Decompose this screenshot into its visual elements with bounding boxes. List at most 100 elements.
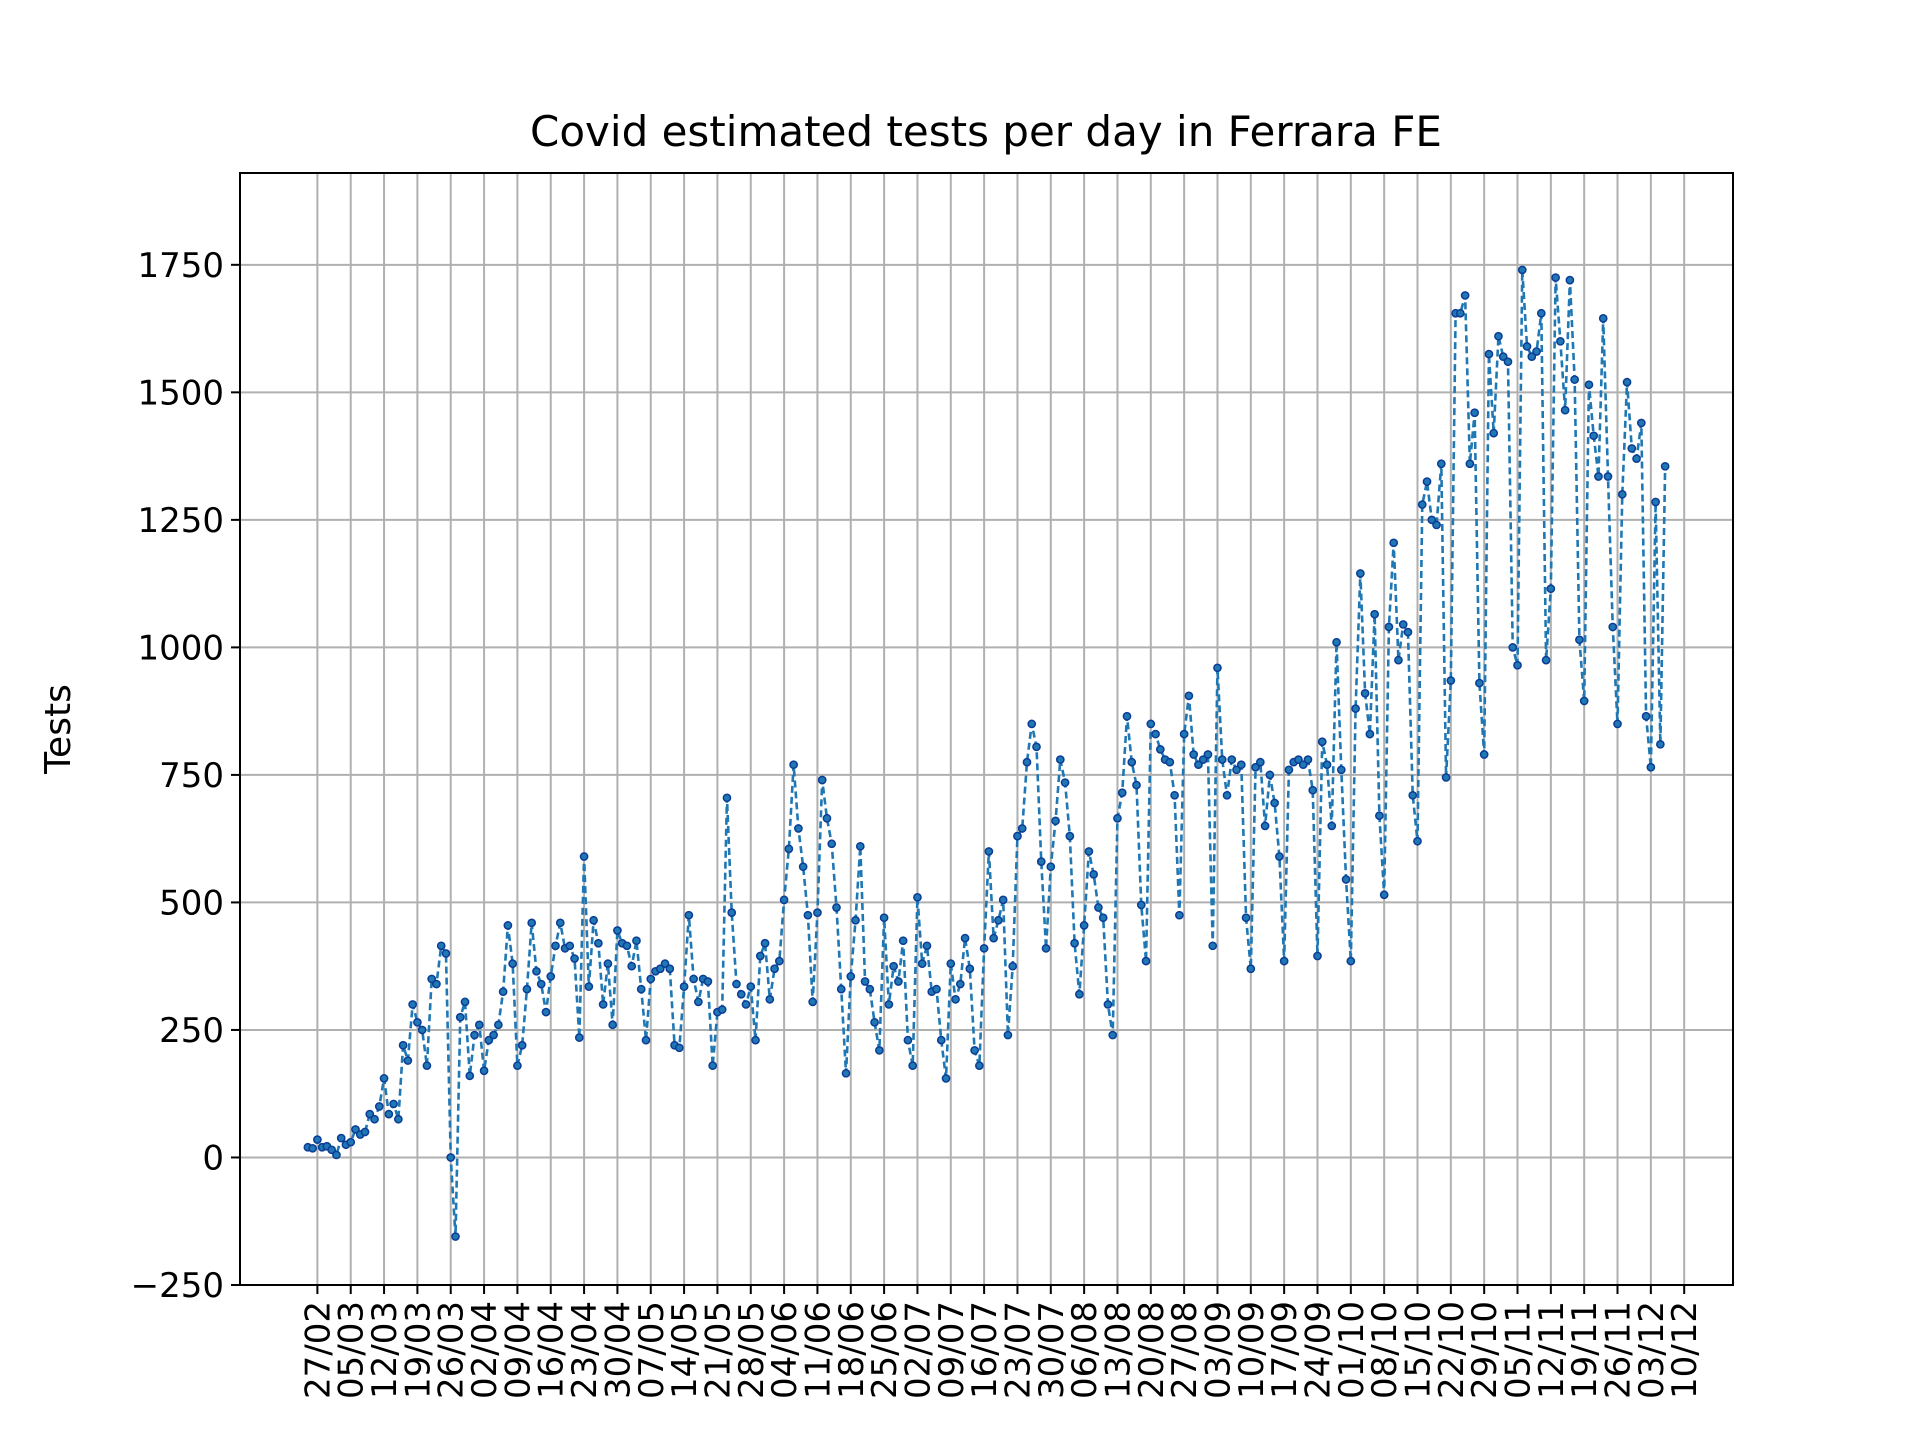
x-tick-label: 05/11 [1499, 1301, 1539, 1399]
data-point [808, 997, 818, 1007]
data-point [1622, 377, 1632, 387]
data-point [932, 984, 941, 994]
data-point [860, 977, 870, 986]
data-point [536, 979, 546, 989]
data-point [1417, 500, 1427, 509]
data-point [1436, 459, 1446, 469]
chart-title: Covid estimated tests per day in Ferrara… [530, 107, 1442, 156]
data-point [1517, 265, 1527, 275]
data-point [1384, 622, 1394, 632]
data-point [622, 941, 632, 951]
data-point [1165, 757, 1175, 767]
x-tick-label: 03/12 [1632, 1301, 1672, 1399]
data-point [1284, 765, 1294, 775]
data-point [1279, 956, 1289, 966]
data-point [1132, 780, 1141, 790]
data-point [1513, 660, 1522, 670]
data-point [1494, 331, 1503, 341]
data-point [594, 938, 603, 948]
x-tick-label: 19/11 [1565, 1301, 1605, 1399]
data-point [1046, 862, 1056, 872]
data-point [1217, 755, 1227, 764]
data-point [384, 1109, 394, 1119]
data-point [565, 941, 575, 951]
x-tick-label: 08/10 [1365, 1301, 1405, 1399]
data-point [498, 987, 508, 997]
data-point [898, 936, 908, 946]
data-point [813, 908, 822, 917]
ticks-layer: −250 0 250 500 750 1000 1250 1500 1750 27/0205/03… [131, 246, 1706, 1399]
data-point [1403, 627, 1413, 637]
data-point [1598, 314, 1608, 323]
data-point [1465, 459, 1475, 469]
data-point [608, 1020, 618, 1030]
data-point [774, 956, 784, 966]
data-point [308, 1143, 317, 1153]
data-point [1084, 847, 1094, 856]
data-point [555, 918, 565, 928]
data-point [1656, 739, 1665, 749]
data-point [1336, 765, 1346, 775]
data-point [794, 824, 803, 833]
data-point [346, 1137, 356, 1147]
data-point [1075, 989, 1084, 999]
data-point [313, 1135, 322, 1144]
data-point [1427, 515, 1437, 525]
data-point [746, 982, 756, 991]
data-point [1341, 875, 1351, 884]
data-point [798, 862, 808, 872]
x-tick-label: 27/02 [298, 1301, 338, 1399]
data-point [1308, 785, 1318, 795]
data-point [460, 997, 470, 1007]
x-tick-label: 05/03 [332, 1301, 372, 1399]
data-point [1189, 750, 1199, 759]
data-point [1246, 964, 1256, 974]
data-point [655, 964, 665, 974]
data-point [527, 918, 537, 928]
data-point [1175, 910, 1184, 920]
y-tick-label: 0 [202, 1138, 224, 1178]
x-tick-label: 12/03 [365, 1301, 405, 1399]
data-point [1379, 890, 1389, 900]
data-point [1227, 755, 1237, 764]
data-point [1317, 737, 1327, 747]
data-point [1441, 773, 1451, 782]
x-tick-label: 17/09 [1265, 1301, 1305, 1399]
data-point [427, 974, 437, 984]
data-point [1632, 454, 1641, 463]
data-point [1122, 711, 1132, 721]
data-point [1027, 719, 1037, 729]
data-point [1222, 790, 1232, 800]
data-point [1422, 477, 1432, 486]
data-point [694, 997, 703, 1007]
data-point [1313, 951, 1322, 961]
data-point [832, 903, 841, 912]
data-point [1241, 913, 1251, 923]
data-point [1508, 643, 1518, 652]
data-point [736, 989, 746, 999]
data-point [1546, 584, 1556, 594]
data-point [684, 910, 694, 920]
x-tick-label: 12/11 [1532, 1301, 1572, 1399]
data-point [1470, 408, 1479, 418]
data-point [1117, 788, 1127, 798]
data-point [894, 977, 903, 986]
data-point [627, 961, 637, 971]
data-point [879, 913, 889, 923]
data-point [1022, 757, 1032, 767]
data-point [517, 1040, 527, 1050]
data-point [1041, 943, 1051, 953]
data-point [1389, 538, 1399, 548]
data-point [579, 852, 589, 861]
data-point [1184, 691, 1194, 701]
plot-frame [239, 172, 1734, 1286]
data-point [532, 966, 541, 976]
data-point [922, 941, 932, 951]
data-point [741, 1000, 751, 1009]
data-point [1113, 813, 1122, 823]
data-point [789, 760, 798, 770]
data-point [1060, 778, 1070, 787]
data-point [1575, 635, 1584, 645]
data-point [1251, 762, 1260, 772]
